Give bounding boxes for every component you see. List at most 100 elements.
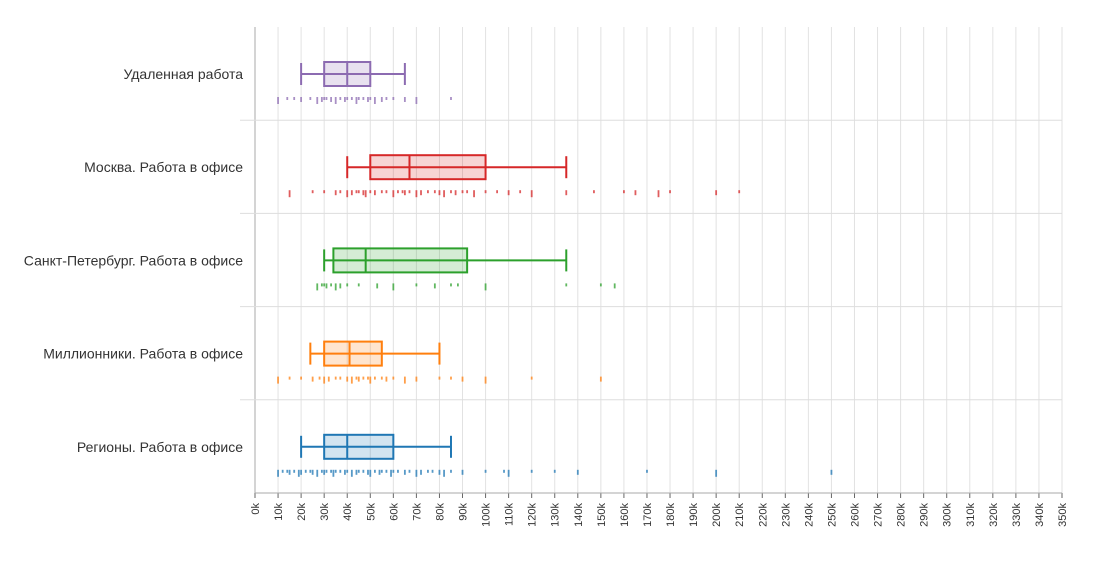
observation-point [408, 190, 411, 194]
x-tick-label: 320k [988, 503, 1000, 527]
observation-point [286, 469, 289, 473]
observation-point [450, 469, 452, 473]
observation-point [431, 469, 434, 473]
x-tick-label: 50k [365, 503, 377, 521]
observation-point [316, 469, 319, 477]
x-tick-label: 290k [919, 503, 931, 527]
x-tick-label: 210k [734, 503, 746, 527]
observation-point [339, 283, 342, 289]
x-tick-label: 100k [481, 503, 493, 527]
observation-point [357, 97, 360, 100]
observation-point [286, 97, 289, 100]
observation-point [323, 97, 326, 100]
observation-point [339, 97, 342, 100]
observation-point [519, 190, 522, 194]
observation-point [466, 190, 469, 194]
observation-point [288, 190, 291, 198]
iqr-box [323, 340, 383, 367]
observation-point [346, 376, 349, 382]
observation-point [293, 469, 296, 473]
observation-point [346, 97, 349, 100]
observation-point [362, 97, 365, 100]
box-row: Миллионники. Работа в офисе [43, 306, 1062, 384]
observation-point [378, 469, 381, 475]
observation-point [507, 190, 510, 196]
rows-layer: Удаленная работа Москва. Работа в офисе Са… [24, 61, 1062, 477]
x-tick-label: 330k [1011, 503, 1023, 527]
x-tick-label: 260k [849, 503, 861, 527]
box-row: Регионы. Работа в офисе [77, 399, 1062, 477]
observation-point [403, 469, 406, 475]
observation-point [334, 283, 337, 291]
observation-point [438, 376, 441, 380]
observation-point [565, 283, 568, 287]
observation-point [385, 190, 388, 194]
observation-point [403, 190, 406, 196]
observation-point [443, 190, 445, 198]
observation-point [599, 283, 602, 287]
category-label: Москва. Работа в офисе [84, 159, 243, 175]
observation-point [346, 469, 349, 473]
observation-point [355, 97, 358, 104]
observation-point [385, 469, 388, 473]
box-row: Санкт-Петербург. Работа в офисе [24, 212, 1062, 291]
observation-point [288, 376, 291, 380]
observation-point [316, 283, 319, 291]
observation-point [325, 97, 328, 100]
iqr-box [332, 247, 469, 274]
x-tick-label: 40k [342, 503, 354, 521]
observation-point [450, 376, 452, 380]
x-tick-label: 220k [757, 503, 769, 527]
x-tick-label: 130k [550, 503, 562, 527]
observation-point [339, 376, 342, 380]
observation-point [355, 190, 358, 194]
observation-point [484, 283, 487, 291]
observation-point [344, 97, 346, 102]
observation-point [461, 376, 464, 382]
x-tick-label: 280k [896, 503, 908, 527]
observation-point [330, 469, 332, 473]
observation-point [311, 376, 314, 382]
observation-point [330, 283, 332, 287]
observation-point [530, 376, 533, 380]
x-tick-label: 30k [319, 503, 331, 521]
x-tick-label: 0k [250, 503, 262, 515]
observation-point [565, 190, 568, 196]
x-axis: 0k 10k 20k 30k 40k 50k 60k 70k 80k 90k 100k 110k 120… [250, 492, 1069, 527]
observation-point [715, 469, 718, 477]
observation-point [300, 469, 303, 475]
x-tick-label: 90k [458, 503, 470, 521]
observation-point [380, 97, 383, 102]
observation-point [380, 376, 383, 380]
observation-point [461, 190, 464, 194]
observation-point [304, 469, 307, 473]
observation-point [392, 283, 395, 291]
observation-point [277, 469, 279, 477]
observation-point [657, 190, 660, 198]
observation-point [334, 469, 337, 473]
observation-point [323, 469, 326, 475]
observation-point [433, 190, 436, 194]
observation-point [392, 469, 395, 473]
observation-point [576, 469, 579, 475]
observation-point [346, 190, 349, 198]
category-label: Удаленная работа [123, 66, 243, 82]
observation-point [339, 190, 342, 194]
iqr-box [323, 433, 395, 460]
observation-point [300, 376, 303, 380]
observation-point [385, 97, 388, 100]
observation-point [373, 190, 376, 196]
x-tick-label: 120k [527, 503, 539, 527]
x-tick-label: 350k [1057, 503, 1069, 527]
observation-point [408, 469, 411, 473]
observation-point [369, 190, 372, 194]
observation-point [385, 376, 388, 382]
observation-point [392, 376, 395, 380]
observation-point [367, 97, 369, 102]
observation-point [415, 97, 418, 104]
observation-point [438, 469, 441, 475]
observation-point [350, 190, 353, 196]
x-tick-label: 300k [942, 503, 954, 527]
observation-point [325, 283, 328, 289]
observation-point [397, 190, 399, 194]
